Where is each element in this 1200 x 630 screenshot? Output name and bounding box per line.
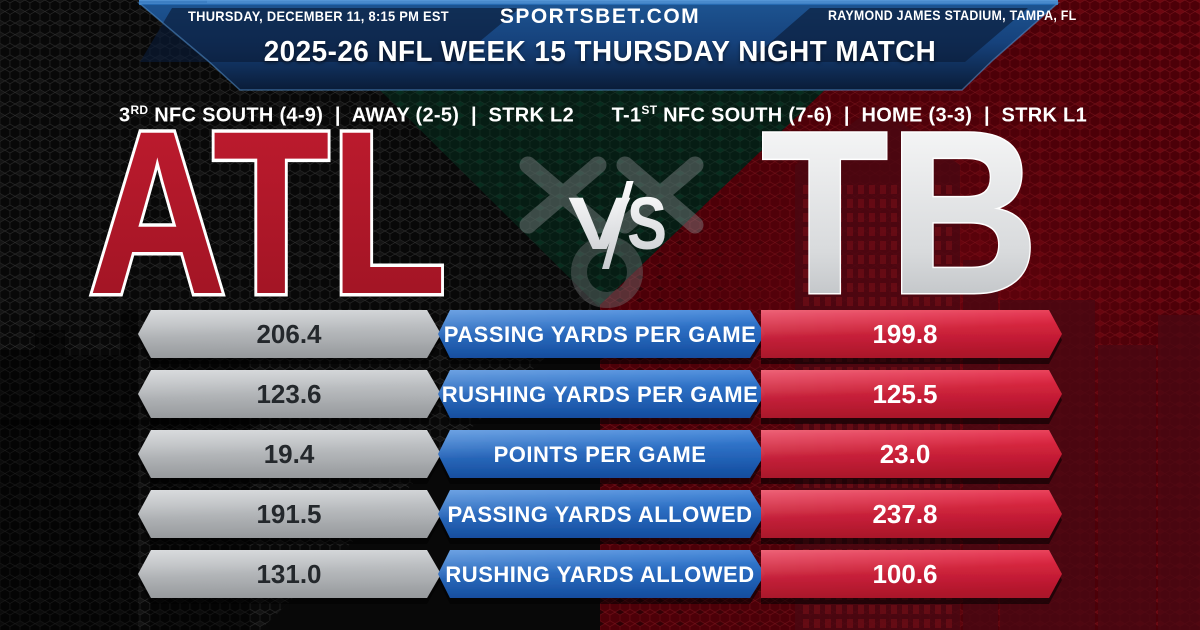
svg-text:199.8: 199.8	[872, 319, 937, 349]
svg-text:RUSHING YARDS ALLOWED: RUSHING YARDS ALLOWED	[445, 562, 754, 587]
svg-text:191.5: 191.5	[256, 499, 321, 529]
svg-text:100.6: 100.6	[872, 559, 937, 589]
svg-text:237.8: 237.8	[872, 499, 937, 529]
svg-text:123.6: 123.6	[256, 379, 321, 409]
svg-text:206.4: 206.4	[256, 319, 322, 349]
svg-text:RUSHING YARDS PER GAME: RUSHING YARDS PER GAME	[442, 382, 759, 407]
svg-text:PASSING YARDS ALLOWED: PASSING YARDS ALLOWED	[447, 502, 752, 527]
svg-text:POINTS PER GAME: POINTS PER GAME	[494, 442, 707, 467]
svg-text:125.5: 125.5	[872, 379, 937, 409]
svg-text:S: S	[627, 182, 667, 265]
svg-text:131.0: 131.0	[256, 559, 321, 589]
svg-text:19.4: 19.4	[264, 439, 315, 469]
svg-text:23.0: 23.0	[880, 439, 931, 469]
svg-text:PASSING YARDS PER GAME: PASSING YARDS PER GAME	[444, 322, 757, 347]
